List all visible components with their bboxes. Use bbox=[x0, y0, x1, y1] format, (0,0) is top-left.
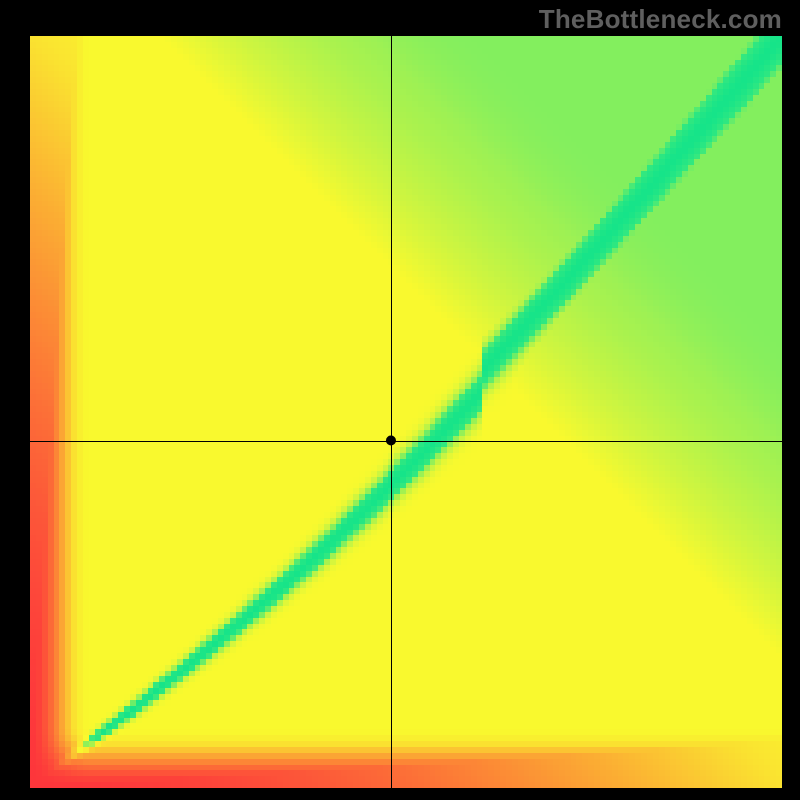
heatmap-canvas bbox=[0, 0, 800, 800]
watermark-text: TheBottleneck.com bbox=[539, 4, 782, 35]
chart-container: TheBottleneck.com bbox=[0, 0, 800, 800]
